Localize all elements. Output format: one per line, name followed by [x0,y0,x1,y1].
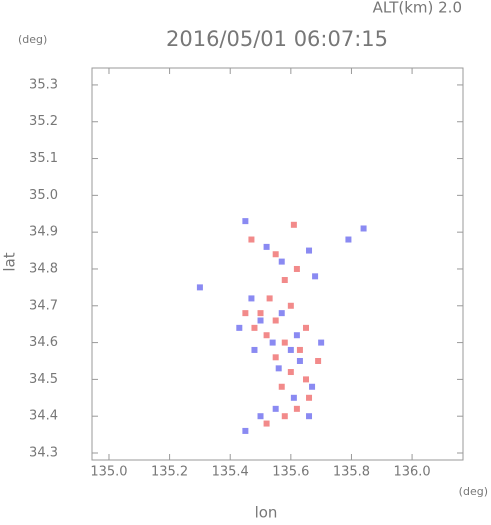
data-cell [278,258,285,265]
data-cell [281,413,288,420]
data-cell [318,339,325,346]
x-tick-label: 135.0 [90,465,127,480]
data-cell [306,413,313,420]
data-cell [309,383,316,390]
y-tick-label: 35.3 [29,77,58,92]
data-cell [257,310,264,317]
x-unit: (deg) [459,485,488,498]
y-unit: (deg) [18,33,47,46]
y-tick-label: 34.5 [29,372,58,387]
data-cell [281,339,288,346]
data-cell [302,324,309,331]
y-axis-label: lat [1,252,19,271]
x-tick-label: 135.8 [333,465,370,480]
data-cell [272,317,279,324]
data-cell [266,295,273,302]
data-cell [293,332,300,339]
data-cell [269,339,276,346]
data-cell [196,284,203,291]
data-cell [275,365,282,372]
x-tick-label: 135.4 [212,465,249,480]
data-cell [236,324,243,331]
altitude-label: ALT(km) 2.0 [373,0,462,17]
plot-frame [91,67,464,461]
data-cell [272,405,279,412]
data-cell [360,225,367,232]
data-cell [281,277,288,284]
data-cell [287,346,294,353]
data-cell [293,265,300,272]
y-tick-label: 35.1 [29,151,58,166]
data-cell [306,394,313,401]
y-tick-label: 35.0 [29,188,58,203]
y-tick-label: 34.8 [29,261,58,276]
data-cell [278,383,285,390]
data-cell [272,251,279,258]
data-cell [248,236,255,243]
data-cell [315,357,322,364]
chart-title: 2016/05/01 06:07:15 [166,27,388,51]
y-tick-label: 34.4 [29,409,58,424]
data-cell [287,302,294,309]
x-tick-label: 135.2 [151,465,188,480]
data-cell [257,413,264,420]
y-tick-label: 34.9 [29,225,58,240]
data-cell [251,324,258,331]
data-cell [263,420,270,427]
data-cell [296,357,303,364]
data-cell [290,394,297,401]
data-cell [257,317,264,324]
x-tick-label: 136.0 [393,465,430,480]
y-tick-label: 35.2 [29,114,58,129]
data-cell [248,295,255,302]
data-cell [263,243,270,250]
data-cell [242,310,249,317]
data-cell [242,427,249,434]
data-cell [242,218,249,225]
data-cell [312,273,319,280]
data-cell [302,376,309,383]
y-tick-label: 34.6 [29,335,58,350]
data-cell [287,369,294,376]
y-tick-label: 34.3 [29,446,58,461]
data-cell [278,310,285,317]
data-cell [290,221,297,228]
data-cell [345,236,352,243]
x-axis-label: lon [255,504,278,522]
data-cell [251,346,258,353]
data-cell [306,247,313,254]
data-cell [293,405,300,412]
data-cell [272,354,279,361]
data-cell [296,346,303,353]
y-tick-label: 34.7 [29,298,58,313]
x-tick-label: 135.6 [272,465,309,480]
data-cell [263,332,270,339]
